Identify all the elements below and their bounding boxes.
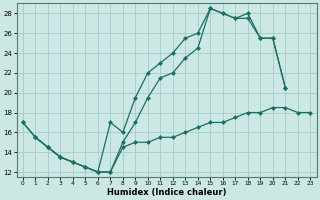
X-axis label: Humidex (Indice chaleur): Humidex (Indice chaleur) (107, 188, 226, 197)
